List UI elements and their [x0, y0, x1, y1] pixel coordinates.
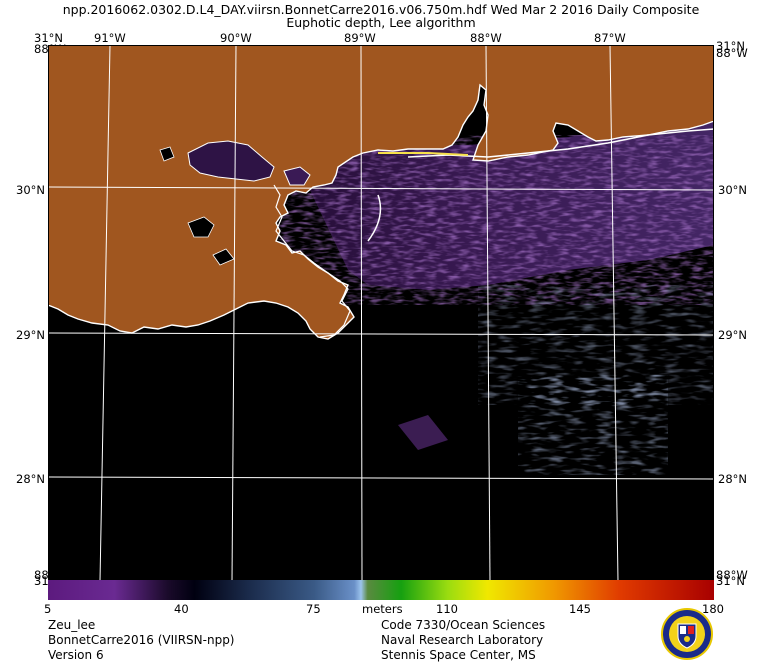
lake-small [187, 216, 215, 238]
lat-label-left: 28°N [16, 472, 45, 486]
scale-tick-label: 110 [436, 602, 458, 616]
chandeleur-islands [367, 194, 382, 242]
scale-tick-label: 5 [44, 602, 52, 616]
lat-label-left: 29°N [16, 328, 45, 342]
corner-lon-label-bottom-right: 88°W [716, 568, 748, 582]
corner-lat-label-top-right: 31°N [716, 39, 745, 53]
color-ramp [48, 580, 714, 600]
scale-tick-label: 145 [569, 602, 591, 616]
lat-label-left: 30°N [16, 183, 45, 197]
coastline-delta [273, 184, 351, 338]
purple-patch [398, 415, 448, 450]
org-name: Naval Research Laboratory [381, 633, 544, 647]
scale-tick-label: 75 [306, 602, 321, 616]
lon-label-top: 90°W [220, 31, 252, 45]
shelf-water-texture [278, 135, 714, 305]
color-scale-bar [48, 580, 714, 600]
org-code: Code 7330/Ocean Sciences [381, 618, 546, 632]
scale-tick-label: 40 [174, 602, 189, 616]
scale-tick-label: 180 [702, 602, 724, 616]
lon-label-top: 87°W [594, 31, 626, 45]
lon-label-top: 88°W [470, 31, 502, 45]
land-mass [48, 45, 714, 340]
coastline-mississippi-sound [378, 152, 469, 156]
lon-label-top: 89°W [344, 31, 376, 45]
scale-units-label: meters [362, 602, 403, 616]
lake-small [159, 146, 175, 162]
lat-label-right: 29°N [718, 328, 747, 342]
euphotic-depth-map [48, 45, 714, 581]
lon-label-top: 91°W [94, 31, 126, 45]
lat-label-right: 28°N [718, 472, 747, 486]
version-text: Version 6 [48, 648, 104, 662]
nrl-seal-logo [661, 608, 713, 660]
lat-label-right: 30°N [718, 183, 747, 197]
org-location: Stennis Space Center, MS [381, 648, 536, 662]
offshore-blue-patches [518, 375, 668, 475]
corner-lat-label-bottom-right: 31°N [716, 574, 745, 588]
lake-borgne [283, 166, 311, 186]
product-name: Zeu_lee [48, 618, 96, 632]
region-sensor: BonnetCarre2016 (VIIRSN-npp) [48, 633, 235, 647]
lake-pontchartrain [187, 140, 275, 182]
corner-lon-label-top-right: 88°W [716, 46, 748, 60]
image-title: npp.2016062.0302.D.L4_DAY.viirsn.BonnetC… [62, 2, 700, 17]
graticule [48, 45, 714, 581]
corner-lat-label-top-left: 31°N [34, 31, 63, 45]
product-subtitle: Euphotic depth, Lee algorithm [286, 15, 476, 30]
